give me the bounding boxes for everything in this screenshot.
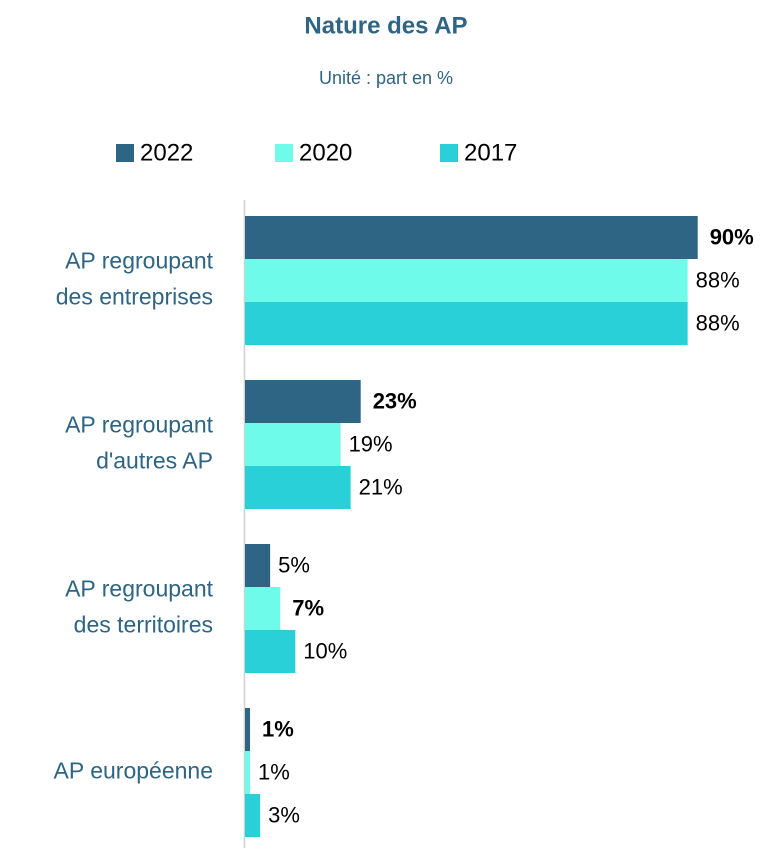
bar xyxy=(245,216,698,259)
category-label: AP regroupant xyxy=(65,248,214,274)
bar xyxy=(245,544,271,587)
bar xyxy=(245,380,361,423)
category-label: AP regroupant xyxy=(65,576,214,602)
data-label: 10% xyxy=(303,638,347,663)
data-label: 19% xyxy=(349,431,393,456)
bar xyxy=(245,794,261,837)
legend-label: 2017 xyxy=(464,139,517,166)
category-label: AP européenne xyxy=(54,758,213,784)
category-label: AP regroupant xyxy=(65,412,214,438)
data-label: 7% xyxy=(292,595,324,620)
data-label: 88% xyxy=(696,267,740,292)
legend-swatch xyxy=(116,144,134,162)
data-label: 90% xyxy=(710,224,754,249)
category-label: d'autres AP xyxy=(96,448,213,474)
category-label: des entreprises xyxy=(56,284,213,310)
legend-label: 2020 xyxy=(299,139,352,166)
bar xyxy=(245,466,351,509)
bar xyxy=(245,423,341,466)
legend-swatch xyxy=(275,144,293,162)
chart-title: Nature des AP xyxy=(304,12,467,39)
category-label: des territoires xyxy=(74,612,213,638)
bar xyxy=(245,302,688,345)
bar xyxy=(245,630,296,673)
data-label: 1% xyxy=(262,716,294,741)
data-label: 5% xyxy=(278,552,310,577)
bar xyxy=(245,259,688,302)
bar xyxy=(245,751,251,794)
data-label: 1% xyxy=(258,759,290,784)
bar xyxy=(245,587,281,630)
legend-label: 2022 xyxy=(140,139,193,166)
legend-swatch xyxy=(440,144,458,162)
chart-subtitle: Unité : part en % xyxy=(319,68,453,88)
data-label: 21% xyxy=(359,474,403,499)
data-label: 3% xyxy=(268,802,300,827)
data-label: 23% xyxy=(373,388,417,413)
bar xyxy=(245,708,251,751)
data-label: 88% xyxy=(696,310,740,335)
